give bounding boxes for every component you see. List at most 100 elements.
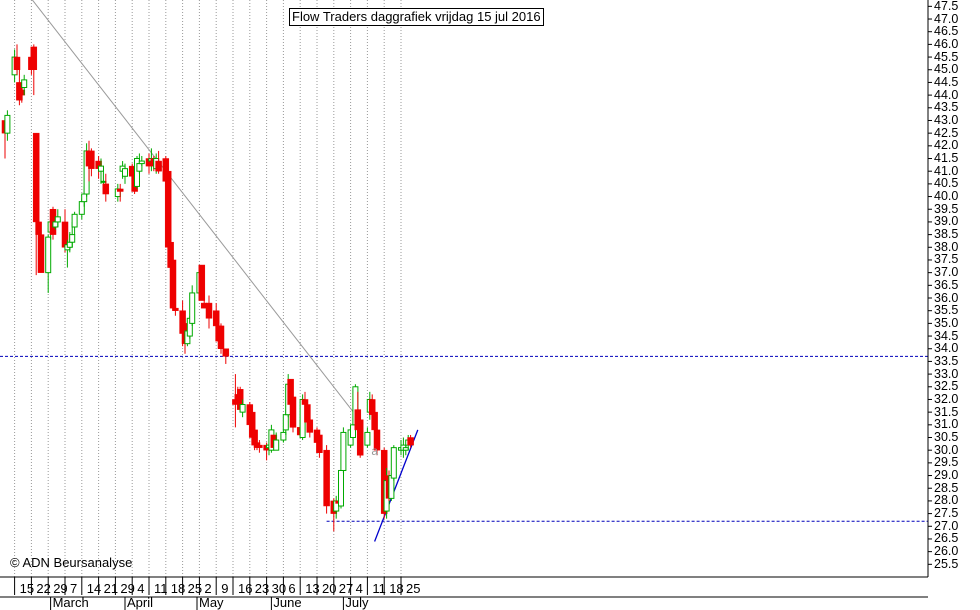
- candle-body-up: [273, 439, 280, 451]
- candle-body-down: [306, 419, 314, 433]
- candle-body-down: [373, 429, 381, 451]
- y-tick-label: 40.0: [934, 189, 959, 204]
- candle: [273, 432, 280, 451]
- candle: [323, 445, 330, 514]
- candle-body-down: [222, 348, 230, 357]
- candle: [37, 234, 45, 273]
- candle-body-up: [338, 469, 344, 507]
- candle-body-down: [256, 444, 263, 448]
- candle-body-down: [18, 89, 26, 96]
- y-tick-label: 36.5: [934, 277, 959, 292]
- y-tick-label: 29.5: [934, 455, 959, 470]
- candle-body-down: [155, 160, 162, 172]
- candle-body-up: [71, 213, 78, 228]
- y-tick-label: 42.5: [934, 125, 959, 140]
- y-tick-label: 27.5: [934, 506, 959, 521]
- y-tick-label: 30.5: [934, 430, 959, 444]
- x-tick-label: 29: [53, 581, 68, 596]
- candle-body-down: [316, 434, 323, 453]
- candle: [280, 429, 287, 443]
- candle: [340, 427, 347, 474]
- candle-body-down: [169, 259, 177, 309]
- candle: [306, 417, 314, 438]
- y-tick-label: 34.5: [934, 328, 959, 343]
- y-tick-label: 37.0: [934, 265, 959, 280]
- candle-body-up: [98, 165, 104, 172]
- candle: [189, 285, 196, 326]
- candle: [172, 305, 179, 316]
- x-tick-label: 15: [19, 581, 35, 596]
- y-tick-label: 38.5: [934, 227, 959, 242]
- downtrend-line: [31, 0, 356, 415]
- y-tick-label: 28.5: [934, 480, 959, 495]
- x-tick-label: 29: [120, 581, 135, 596]
- y-tick-label: 28.0: [934, 493, 959, 508]
- x-tick-label: 11: [372, 581, 386, 596]
- candle-body-down: [323, 449, 330, 507]
- y-tick-label: 27.0: [934, 518, 959, 533]
- candle-body-up: [364, 431, 371, 446]
- y-tick-label: 43.5: [934, 100, 959, 115]
- candle-body-down: [116, 188, 124, 192]
- candle: [239, 399, 246, 418]
- candle-body-down: [30, 46, 38, 70]
- x-tick-label: 21: [103, 581, 119, 596]
- horizontal-levels: [0, 355, 928, 522]
- y-tick-label: 46.5: [934, 24, 959, 39]
- candle: [364, 427, 371, 448]
- x-tick-label: 25: [406, 581, 421, 596]
- candle: [21, 74, 28, 96]
- y-tick-label: 29.0: [934, 468, 959, 483]
- x-tick-label: 13: [305, 581, 320, 596]
- candle: [356, 417, 364, 458]
- x-tick-label: 30: [271, 581, 287, 596]
- y-tick-label: 41.0: [934, 163, 959, 178]
- candle: [316, 432, 323, 458]
- candle-body-up: [122, 168, 128, 177]
- y-tick-label: 39.0: [934, 214, 959, 229]
- candle-body-down: [289, 396, 297, 428]
- candle: [289, 391, 297, 433]
- candle: [71, 211, 78, 235]
- candle-body-up: [54, 216, 61, 223]
- candle-body-up: [340, 431, 347, 471]
- y-tick-label: 32.0: [934, 391, 959, 406]
- candle-body-up: [280, 431, 287, 441]
- candle-body-up: [138, 160, 145, 165]
- annotation-label-a: a: [371, 444, 378, 458]
- y-tick-label: 45.5: [934, 49, 959, 64]
- candle-body-up: [52, 221, 59, 228]
- x-tick-label: 4: [137, 581, 145, 596]
- x-month-label: July: [345, 595, 369, 610]
- candle: [122, 163, 128, 184]
- candle-body-up: [134, 158, 140, 187]
- candle: [4, 110, 11, 141]
- candle-body-down: [102, 183, 110, 195]
- candle-body-up: [282, 414, 289, 431]
- axes: [0, 0, 932, 610]
- candle-body-up: [402, 447, 409, 451]
- x-month-label: June: [273, 595, 302, 610]
- candle: [222, 348, 230, 364]
- x-tick-label: 23: [254, 581, 270, 596]
- candle-body-up: [189, 292, 196, 324]
- candle: [30, 44, 38, 96]
- y-tick-label: 47.5: [934, 0, 959, 13]
- x-tick-label: 11: [154, 581, 168, 596]
- candle-body-up: [100, 180, 107, 183]
- candle: [116, 183, 124, 202]
- x-tick-label: 7: [70, 581, 78, 596]
- y-tick-label: 44.0: [934, 87, 959, 102]
- candle: [407, 434, 414, 448]
- candle-body-down: [172, 307, 179, 311]
- y-tick-label: 37.5: [934, 252, 959, 267]
- candle-body-down: [205, 302, 213, 319]
- candle-body-up: [4, 114, 11, 134]
- uptrend-line: [373, 429, 419, 542]
- candle: [217, 323, 225, 354]
- candle: [54, 209, 61, 227]
- y-tick-label: 33.0: [934, 366, 959, 381]
- candle: [102, 173, 110, 202]
- candle-body-up: [45, 236, 52, 274]
- candle-body-down: [407, 437, 414, 446]
